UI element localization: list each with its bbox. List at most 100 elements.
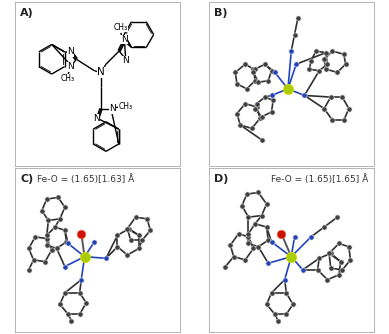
Point: [268, 290, 275, 296]
Point: [114, 244, 121, 249]
Point: [39, 208, 45, 213]
Point: [245, 241, 252, 246]
Text: B): B): [214, 8, 228, 18]
Point: [83, 300, 89, 305]
Point: [133, 214, 139, 220]
Point: [324, 277, 331, 282]
Point: [244, 86, 250, 92]
Point: [144, 216, 150, 221]
Point: [234, 111, 240, 116]
Point: [328, 251, 334, 256]
Point: [252, 66, 258, 72]
Point: [306, 66, 312, 72]
Point: [223, 264, 229, 269]
Point: [339, 95, 345, 100]
Point: [136, 232, 142, 238]
Point: [62, 205, 68, 210]
Point: [314, 267, 321, 273]
Point: [44, 236, 50, 241]
Point: [329, 48, 335, 54]
Point: [282, 277, 288, 282]
Point: [321, 56, 327, 62]
Point: [239, 203, 245, 208]
Point: [249, 126, 255, 131]
Text: CH₃: CH₃: [114, 23, 128, 32]
Text: N: N: [109, 104, 116, 113]
Point: [26, 246, 32, 251]
Point: [250, 246, 256, 251]
Point: [254, 104, 260, 110]
Point: [300, 267, 306, 273]
Point: [265, 261, 272, 266]
Text: N: N: [67, 62, 74, 71]
Point: [347, 257, 354, 263]
Text: CH₃: CH₃: [119, 103, 133, 112]
Point: [232, 70, 238, 75]
Point: [30, 257, 37, 263]
Point: [339, 267, 345, 273]
Text: N: N: [122, 56, 129, 65]
Point: [268, 239, 275, 244]
Point: [275, 318, 281, 324]
Point: [255, 79, 261, 85]
Text: N: N: [93, 114, 100, 123]
Point: [255, 244, 261, 249]
Text: D): D): [214, 174, 228, 184]
Point: [338, 259, 344, 264]
Point: [77, 290, 83, 296]
Point: [290, 302, 296, 307]
Point: [308, 234, 314, 239]
Point: [65, 241, 71, 246]
Text: Fe-O = (1.65)[1.63] Å: Fe-O = (1.65)[1.63] Å: [37, 174, 134, 184]
Point: [55, 195, 61, 200]
Text: N: N: [67, 47, 74, 56]
Point: [245, 214, 252, 220]
Point: [268, 109, 275, 115]
Point: [252, 106, 258, 111]
Point: [326, 251, 332, 256]
Point: [336, 241, 342, 246]
Point: [295, 15, 301, 21]
Point: [265, 78, 272, 83]
Point: [272, 70, 278, 75]
Point: [45, 218, 51, 223]
Point: [265, 237, 272, 243]
Point: [259, 213, 265, 218]
Point: [139, 237, 145, 243]
Point: [293, 61, 299, 67]
Point: [278, 231, 284, 236]
Point: [252, 221, 258, 226]
Point: [49, 247, 55, 253]
Point: [291, 234, 298, 239]
Point: [242, 257, 248, 263]
Point: [252, 78, 258, 83]
Point: [262, 95, 268, 100]
Point: [62, 290, 68, 296]
Point: [124, 226, 130, 231]
Point: [263, 224, 270, 230]
Point: [244, 191, 250, 197]
Point: [237, 122, 244, 128]
Point: [65, 312, 71, 317]
Point: [136, 246, 142, 251]
Point: [323, 50, 329, 55]
Point: [242, 101, 248, 106]
Point: [26, 267, 32, 273]
Point: [128, 237, 134, 243]
Point: [44, 232, 50, 238]
Point: [316, 256, 322, 261]
Point: [42, 259, 48, 264]
Point: [263, 302, 270, 307]
Text: N: N: [121, 35, 128, 44]
Point: [328, 95, 334, 100]
Point: [62, 228, 68, 233]
Text: A): A): [21, 8, 34, 18]
Point: [234, 81, 240, 87]
Point: [334, 214, 340, 220]
Point: [288, 254, 294, 259]
Point: [250, 66, 256, 72]
Point: [301, 93, 308, 98]
Point: [68, 318, 75, 324]
Text: Fe-O = (1.65)[1.65] Å: Fe-O = (1.65)[1.65] Å: [271, 174, 368, 184]
Point: [308, 58, 314, 63]
